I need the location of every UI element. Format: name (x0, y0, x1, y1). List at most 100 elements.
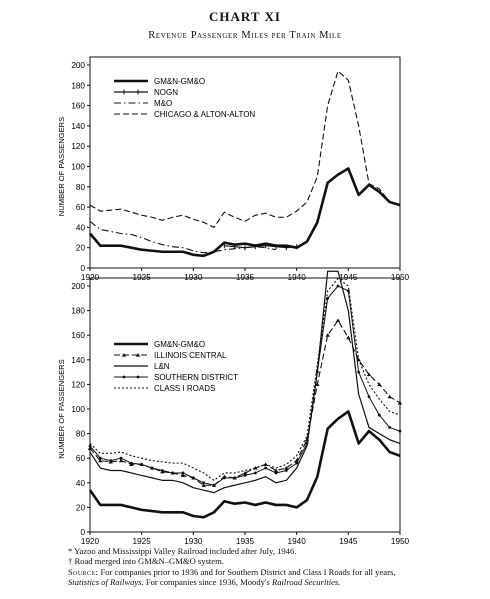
point-dot (88, 444, 92, 448)
y-tick-label: 80 (76, 183, 86, 192)
series-line (88, 410, 401, 519)
point-triangle (387, 394, 392, 399)
series-line (89, 278, 401, 481)
point-dot (191, 476, 195, 480)
point-triangle (201, 483, 206, 487)
point-dot (346, 289, 350, 293)
point-dot (274, 471, 278, 475)
point-triangle (180, 473, 186, 478)
point-triangle (121, 353, 127, 357)
point-triangle (325, 333, 330, 337)
series-line (89, 167, 401, 258)
y-tick-label: 160 (71, 331, 85, 340)
series-line (89, 220, 277, 254)
x-tick-label: 1920 (81, 537, 100, 546)
point-dot (222, 476, 226, 480)
point-dot (388, 426, 392, 429)
point-triangle (335, 318, 341, 323)
point-dot (284, 469, 288, 472)
y-tick-label: 40 (76, 223, 86, 232)
legend-label: NOGN (154, 88, 178, 97)
y-tick-label: 0 (80, 528, 85, 537)
series-line (89, 285, 401, 486)
point-dot (129, 461, 133, 465)
plot-frame (89, 277, 401, 533)
y-tick-label: 40 (76, 479, 86, 488)
y-tick-label: 180 (71, 307, 85, 316)
source-text: For companies prior to 1936 and for Sout… (100, 567, 396, 577)
point-dot (109, 459, 113, 463)
point-dot (212, 483, 216, 487)
x-tick-label: 1950 (391, 537, 410, 546)
source-label: Source: (68, 567, 99, 577)
point-dot (295, 461, 299, 465)
legend-label: CLASS I ROADS (154, 384, 215, 393)
point-triangle (377, 382, 382, 386)
point-dot (98, 456, 102, 460)
series-line (89, 70, 401, 228)
point-triangle (366, 372, 372, 377)
y-tick-label: 120 (71, 142, 85, 151)
point-dot (140, 462, 144, 466)
y-tick-label: 200 (71, 61, 85, 70)
x-tick-label: 1930 (184, 537, 203, 546)
point-dot (136, 375, 140, 379)
y-tick-label: 180 (71, 81, 85, 90)
legend-label: SOUTHERN DISTRICT (154, 373, 238, 382)
x-tick-label: 1935 (236, 537, 255, 546)
point-triangle (315, 382, 320, 386)
y-tick-label: 140 (71, 356, 85, 365)
legend-label: L&N (154, 362, 170, 371)
y-axis-label: NUMBER OF PASSENGERS (57, 117, 66, 216)
point-dot (398, 429, 402, 433)
point-triangle (87, 446, 93, 450)
x-tick-label: 1945 (339, 537, 358, 546)
point-dot (202, 481, 206, 485)
source-text-2: For companies since 1936, Moody's (145, 577, 270, 587)
footnote-source-cont: Statistics of Railways. For companies si… (68, 577, 478, 587)
y-tick-label: 20 (76, 503, 86, 512)
series-line (224, 245, 297, 249)
y-tick-label: 140 (71, 122, 85, 131)
y-tick-label: 200 (71, 282, 85, 291)
point-triangle (273, 468, 279, 473)
y-tick-label: 80 (76, 430, 86, 439)
y-tick-label: 0 (80, 264, 85, 273)
point-dot (181, 471, 185, 475)
point-dot (264, 466, 268, 470)
legend-label: GM&N-GM&O (154, 340, 205, 349)
y-tick-label: 100 (71, 405, 85, 414)
point-dot (171, 471, 175, 475)
point-triangle (118, 458, 124, 463)
point-dot (336, 284, 340, 288)
y-tick-label: 120 (71, 380, 85, 389)
x-tick-label: 1940 (288, 537, 307, 546)
source-italic: Statistics of Railways. (68, 577, 144, 587)
point-dot (160, 469, 164, 472)
y-tick-label: 100 (71, 163, 85, 172)
point-dot (305, 442, 309, 445)
point-dot (243, 474, 247, 477)
point-triangle (242, 470, 248, 475)
legend-label: M&O (154, 99, 172, 108)
point-triangle (284, 466, 289, 470)
y-tick-label: 60 (76, 203, 86, 212)
y-tick-label: 60 (76, 454, 86, 463)
point-dot (119, 456, 123, 460)
point-dot (253, 471, 257, 475)
point-dot (357, 370, 361, 374)
footnote-source: Source: For companies prior to 1936 and … (68, 567, 478, 577)
footnote-dagger: † Road merged into GM&N–GM&O system. (68, 556, 224, 566)
point-dot (233, 476, 237, 480)
point-triangle (98, 458, 103, 463)
series-line (89, 270, 401, 494)
point-dot (377, 413, 381, 417)
point-dot (150, 466, 154, 470)
chart-title: CHART XI (209, 9, 281, 24)
y-tick-label: 160 (71, 102, 85, 111)
legend-label: CHICAGO & ALTON-ALTON (154, 110, 255, 119)
legend-label: ILLINOIS CENTRAL (154, 351, 227, 360)
